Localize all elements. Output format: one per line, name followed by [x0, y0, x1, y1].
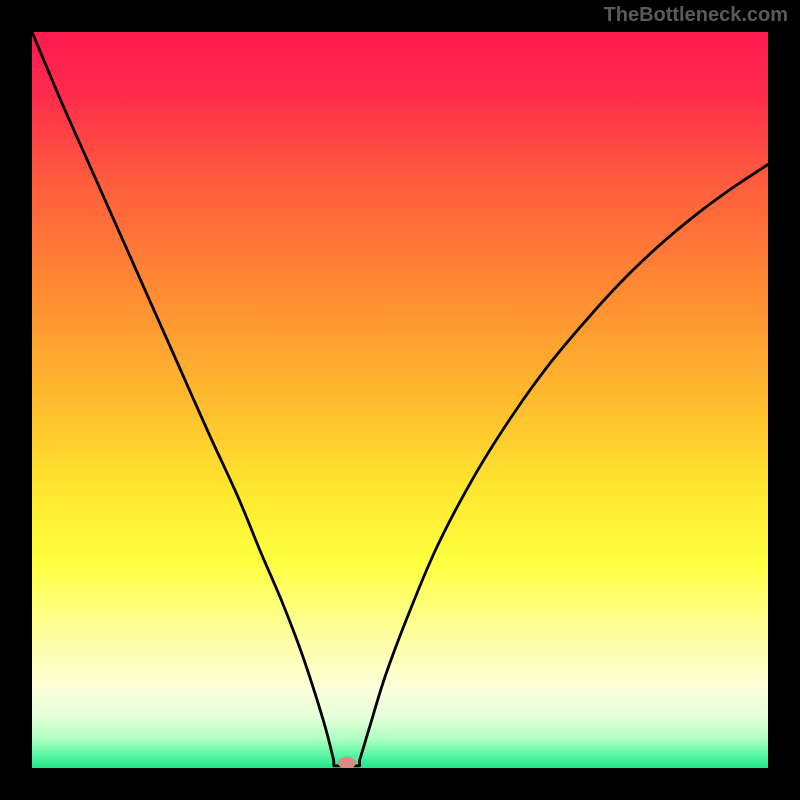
bottleneck-curve-chart: [0, 0, 800, 800]
optimal-point-marker: [338, 757, 356, 769]
chart-container: TheBottleneck.com: [0, 0, 800, 800]
plot-gradient-background: [32, 32, 768, 768]
watermark-text: TheBottleneck.com: [604, 4, 788, 27]
